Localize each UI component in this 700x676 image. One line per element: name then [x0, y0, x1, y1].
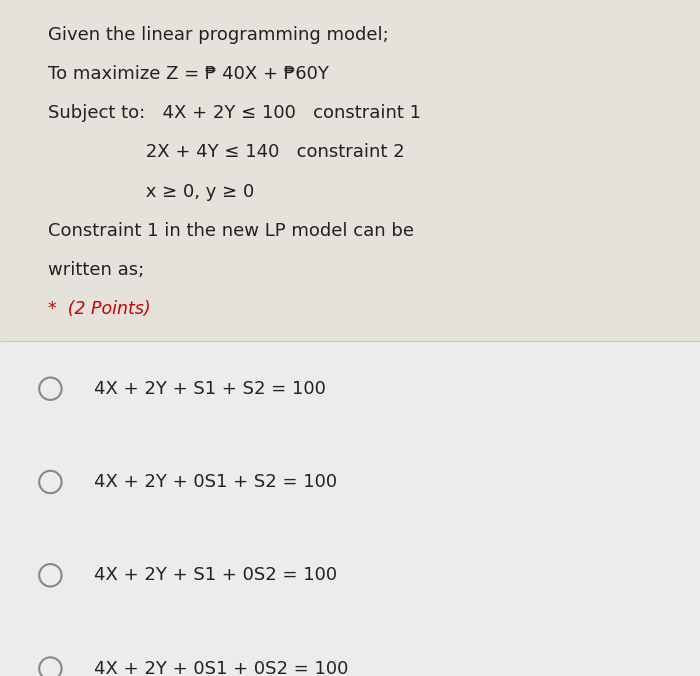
Text: 2X + 4Y ≤ 140   constraint 2: 2X + 4Y ≤ 140 constraint 2: [48, 143, 404, 162]
Text: written as;: written as;: [48, 261, 144, 279]
Text: To maximize Z = ₱ 40X + ₱60Y: To maximize Z = ₱ 40X + ₱60Y: [48, 65, 328, 83]
Text: 4X + 2Y + S1 + 0S2 = 100: 4X + 2Y + S1 + 0S2 = 100: [94, 566, 337, 584]
Text: Given the linear programming model;: Given the linear programming model;: [48, 26, 389, 44]
Text: Subject to:   4X + 2Y ≤ 100   constraint 1: Subject to: 4X + 2Y ≤ 100 constraint 1: [48, 104, 421, 122]
Bar: [0, 0, 700, 341]
Text: x ≥ 0, y ≥ 0: x ≥ 0, y ≥ 0: [48, 183, 254, 201]
Text: Constraint 1 in the new LP model can be: Constraint 1 in the new LP model can be: [48, 222, 414, 240]
Text: 4X + 2Y + 0S1 + 0S2 = 100: 4X + 2Y + 0S1 + 0S2 = 100: [94, 660, 349, 676]
Text: 4X + 2Y + 0S1 + S2 = 100: 4X + 2Y + 0S1 + S2 = 100: [94, 473, 337, 491]
Text: *  (2 Points): * (2 Points): [48, 300, 150, 318]
Text: 4X + 2Y + S1 + S2 = 100: 4X + 2Y + S1 + S2 = 100: [94, 380, 326, 397]
